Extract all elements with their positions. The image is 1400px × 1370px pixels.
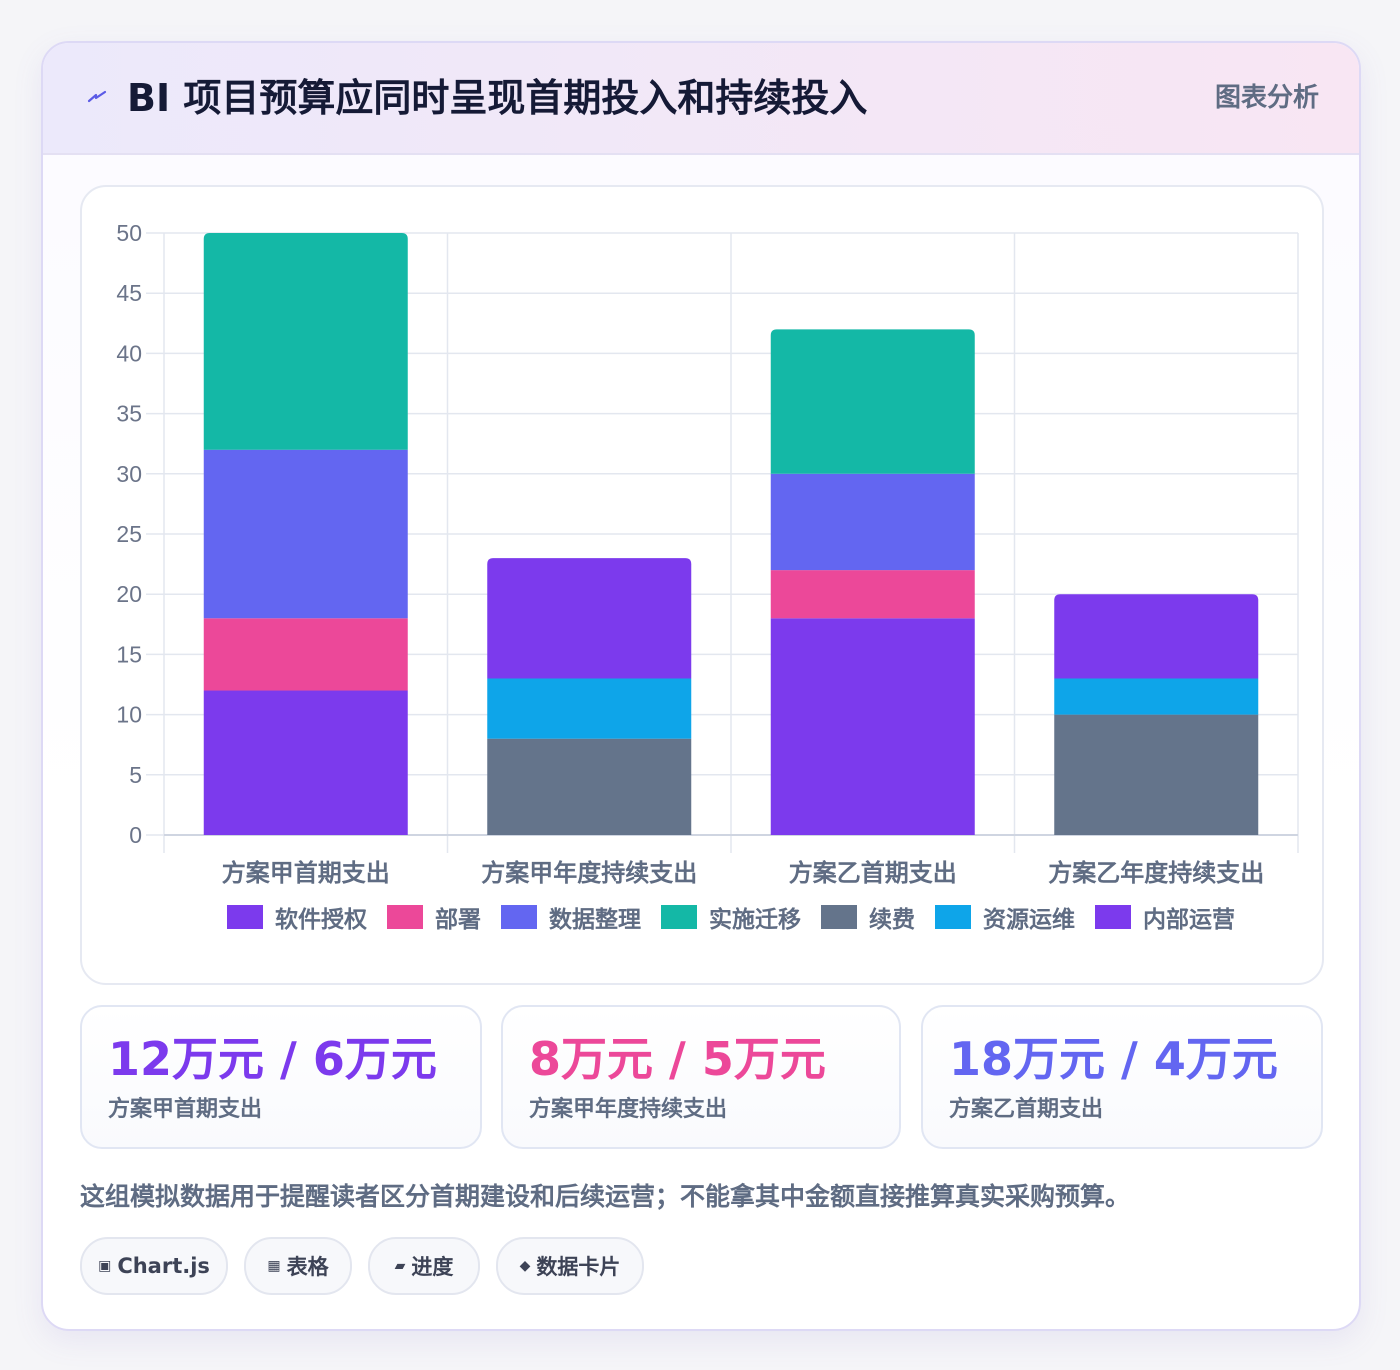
chip-progress[interactable]: ▰ 进度 <box>368 1237 480 1295</box>
stat-label: 方案乙首期支出 <box>949 1097 1104 1122</box>
bar-segment <box>770 473 975 571</box>
legend-label[interactable]: 数据整理 <box>549 906 641 933</box>
x-tick-label: 方案乙首期支出 <box>789 859 957 887</box>
bar-segment <box>203 618 408 691</box>
lightning-icon <box>87 87 107 107</box>
bar-segment <box>487 558 692 679</box>
table-icon: ▦ <box>267 1258 281 1274</box>
data-card-icon: ◆ <box>519 1258 531 1274</box>
chip-label: 进度 <box>411 1255 454 1279</box>
page-title: BI 项目预算应同时呈现首期投入和持续投入 <box>127 76 868 120</box>
legend-swatch[interactable] <box>935 905 971 929</box>
stat-card: 8万元 / 5万元 方案甲年度持续支出 <box>501 1005 901 1149</box>
y-tick-label: 10 <box>116 702 142 728</box>
chip-label: Chart.js <box>117 1254 210 1278</box>
chip-label: 表格 <box>286 1255 329 1279</box>
bar-segment <box>770 570 975 619</box>
bar-segment <box>487 738 692 835</box>
stat-value: 12万元 / 6万元 <box>108 1032 437 1086</box>
y-tick-label: 35 <box>116 401 142 427</box>
legend-swatch[interactable] <box>387 905 423 929</box>
stat-card: 12万元 / 6万元 方案甲首期支出 <box>80 1005 482 1149</box>
y-tick-label: 25 <box>116 521 142 547</box>
stat-label: 方案甲年度持续支出 <box>529 1097 728 1122</box>
y-tick-label: 15 <box>116 641 142 667</box>
legend-label[interactable]: 内部运营 <box>1143 906 1235 933</box>
stat-value: 8万元 / 5万元 <box>529 1032 826 1086</box>
y-tick-label: 30 <box>116 461 142 487</box>
bar-segment <box>1054 594 1259 679</box>
stat-value: 18万元 / 4万元 <box>949 1032 1278 1086</box>
card-header: BI 项目预算应同时呈现首期投入和持续投入 图表分析 <box>43 43 1359 155</box>
y-tick-label: 5 <box>129 762 142 788</box>
y-tick-label: 40 <box>116 340 142 366</box>
bar-segment <box>487 678 692 739</box>
stacked-bar-chart: 0 5 10 15 20 25 30 35 40 45 50 方案甲首期支出 方案甲年度持续支出 方案乙首… <box>116 220 1299 933</box>
bar-segment <box>770 329 975 474</box>
x-tick-label: 方案乙年度持续支出 <box>1048 859 1264 887</box>
chip-chartjs[interactable]: ▣ Chart.js <box>80 1237 228 1295</box>
legend-label[interactable]: 资源运维 <box>983 906 1075 933</box>
legend-swatch[interactable] <box>227 905 263 929</box>
bar-segment <box>203 690 408 835</box>
y-tick-label: 45 <box>116 280 142 306</box>
y-tick-label: 0 <box>129 822 142 848</box>
legend-swatch[interactable] <box>661 905 697 929</box>
x-tick-label: 方案甲首期支出 <box>222 859 390 887</box>
legend-label[interactable]: 部署 <box>435 906 481 933</box>
chart-card: BI 项目预算应同时呈现首期投入和持续投入 图表分析 0 5 10 15 20 25 30 3… <box>41 41 1361 1331</box>
legend-swatch[interactable] <box>501 905 537 929</box>
stat-label: 方案甲首期支出 <box>108 1097 263 1122</box>
y-tick-label: 20 <box>116 581 142 607</box>
legend-swatch[interactable] <box>821 905 857 929</box>
x-tick-label: 方案甲年度持续支出 <box>481 859 697 887</box>
chart-icon: ▣ <box>98 1258 112 1274</box>
legend: 软件授权 部署 数据整理 实施迁移 续费 资源运维 内部运营 <box>227 905 1235 933</box>
bar-segment <box>203 233 408 450</box>
legend-label[interactable]: 实施迁移 <box>709 906 801 933</box>
bar-segment <box>1054 678 1259 715</box>
legend-swatch[interactable] <box>1095 905 1131 929</box>
bar-segment <box>1054 714 1259 835</box>
chart-analysis-tag[interactable]: 图表分析 <box>1214 83 1319 113</box>
y-tick-label: 50 <box>116 220 142 246</box>
progress-icon: ▰ <box>394 1258 406 1274</box>
legend-label[interactable]: 软件授权 <box>275 906 367 933</box>
chip-table[interactable]: ▦ 表格 <box>244 1237 352 1295</box>
chart-panel: 0 5 10 15 20 25 30 35 40 45 50 方案甲首期支出 方案甲年度持续支出 方案乙首… <box>80 185 1324 985</box>
footnote: 这组模拟数据用于提醒读者区分首期建设和后续运营；不能拿其中金额直接推算真实采购预… <box>80 1182 1131 1211</box>
bar-segment <box>770 618 975 835</box>
legend-label[interactable]: 续费 <box>869 906 915 933</box>
chip-label: 数据卡片 <box>536 1255 621 1279</box>
stat-card: 18万元 / 4万元 方案乙首期支出 <box>921 1005 1323 1149</box>
bar-segment <box>203 449 408 619</box>
chip-data-card[interactable]: ◆ 数据卡片 <box>496 1237 644 1295</box>
